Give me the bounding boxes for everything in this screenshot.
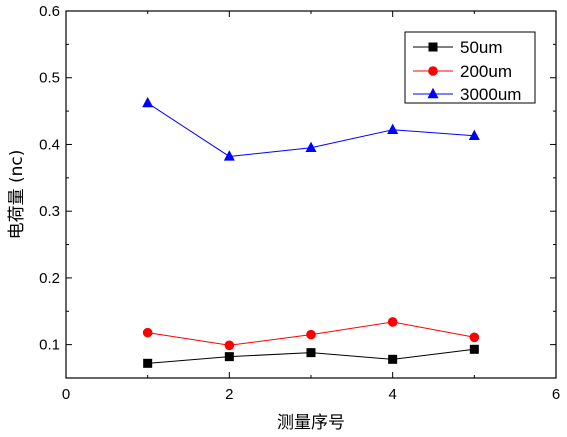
y-tick-label: 0.3: [39, 203, 60, 220]
y-tick-label: 0.1: [39, 337, 60, 354]
legend-box: [404, 31, 536, 104]
data-point: [388, 354, 398, 364]
data-point: [469, 332, 480, 343]
data-point: [468, 129, 480, 140]
plot-frame: [65, 10, 557, 379]
data-point: [223, 150, 235, 161]
data-point: [143, 358, 153, 368]
legend-marker: [428, 42, 438, 52]
series-50um: [143, 344, 479, 368]
data-point: [306, 348, 316, 358]
data-point: [387, 317, 398, 327]
legend-label: 200um: [460, 62, 512, 81]
legend: 50um 200um 3000um: [404, 31, 536, 104]
data-point: [142, 96, 154, 108]
data-point: [142, 327, 153, 338]
series-layer: [142, 96, 480, 368]
x-tick-label: 6: [552, 386, 560, 403]
data-point: [469, 344, 479, 354]
data-point: [224, 340, 235, 351]
y-tick-label: 0.2: [39, 270, 60, 287]
legend-label: 3000um: [460, 85, 521, 104]
legend-label: 50um: [460, 38, 503, 57]
series-200um: [142, 317, 480, 351]
x-tick-label: 4: [388, 386, 396, 403]
data-point: [306, 329, 316, 340]
data-point: [305, 141, 317, 152]
x-axis-title: 测量序号: [277, 413, 345, 433]
legend-marker: [427, 87, 439, 99]
series-3000um: [142, 96, 480, 161]
data-point: [387, 123, 399, 134]
y-tick-label: 0.5: [39, 70, 60, 87]
y-axis-title: 电荷量 (nc): [7, 150, 27, 240]
y-tick-label: 0.6: [39, 3, 60, 20]
y-tick-label: 0.4: [39, 136, 60, 153]
tick-labels-layer: 0 2 4 6 0.1 0.2 0.3 0.4 0.5 0.6: [39, 3, 560, 403]
data-point: [224, 352, 234, 362]
x-tick-label: 2: [225, 386, 233, 403]
legend-marker: [428, 66, 438, 76]
x-tick-label: 0: [62, 386, 70, 403]
